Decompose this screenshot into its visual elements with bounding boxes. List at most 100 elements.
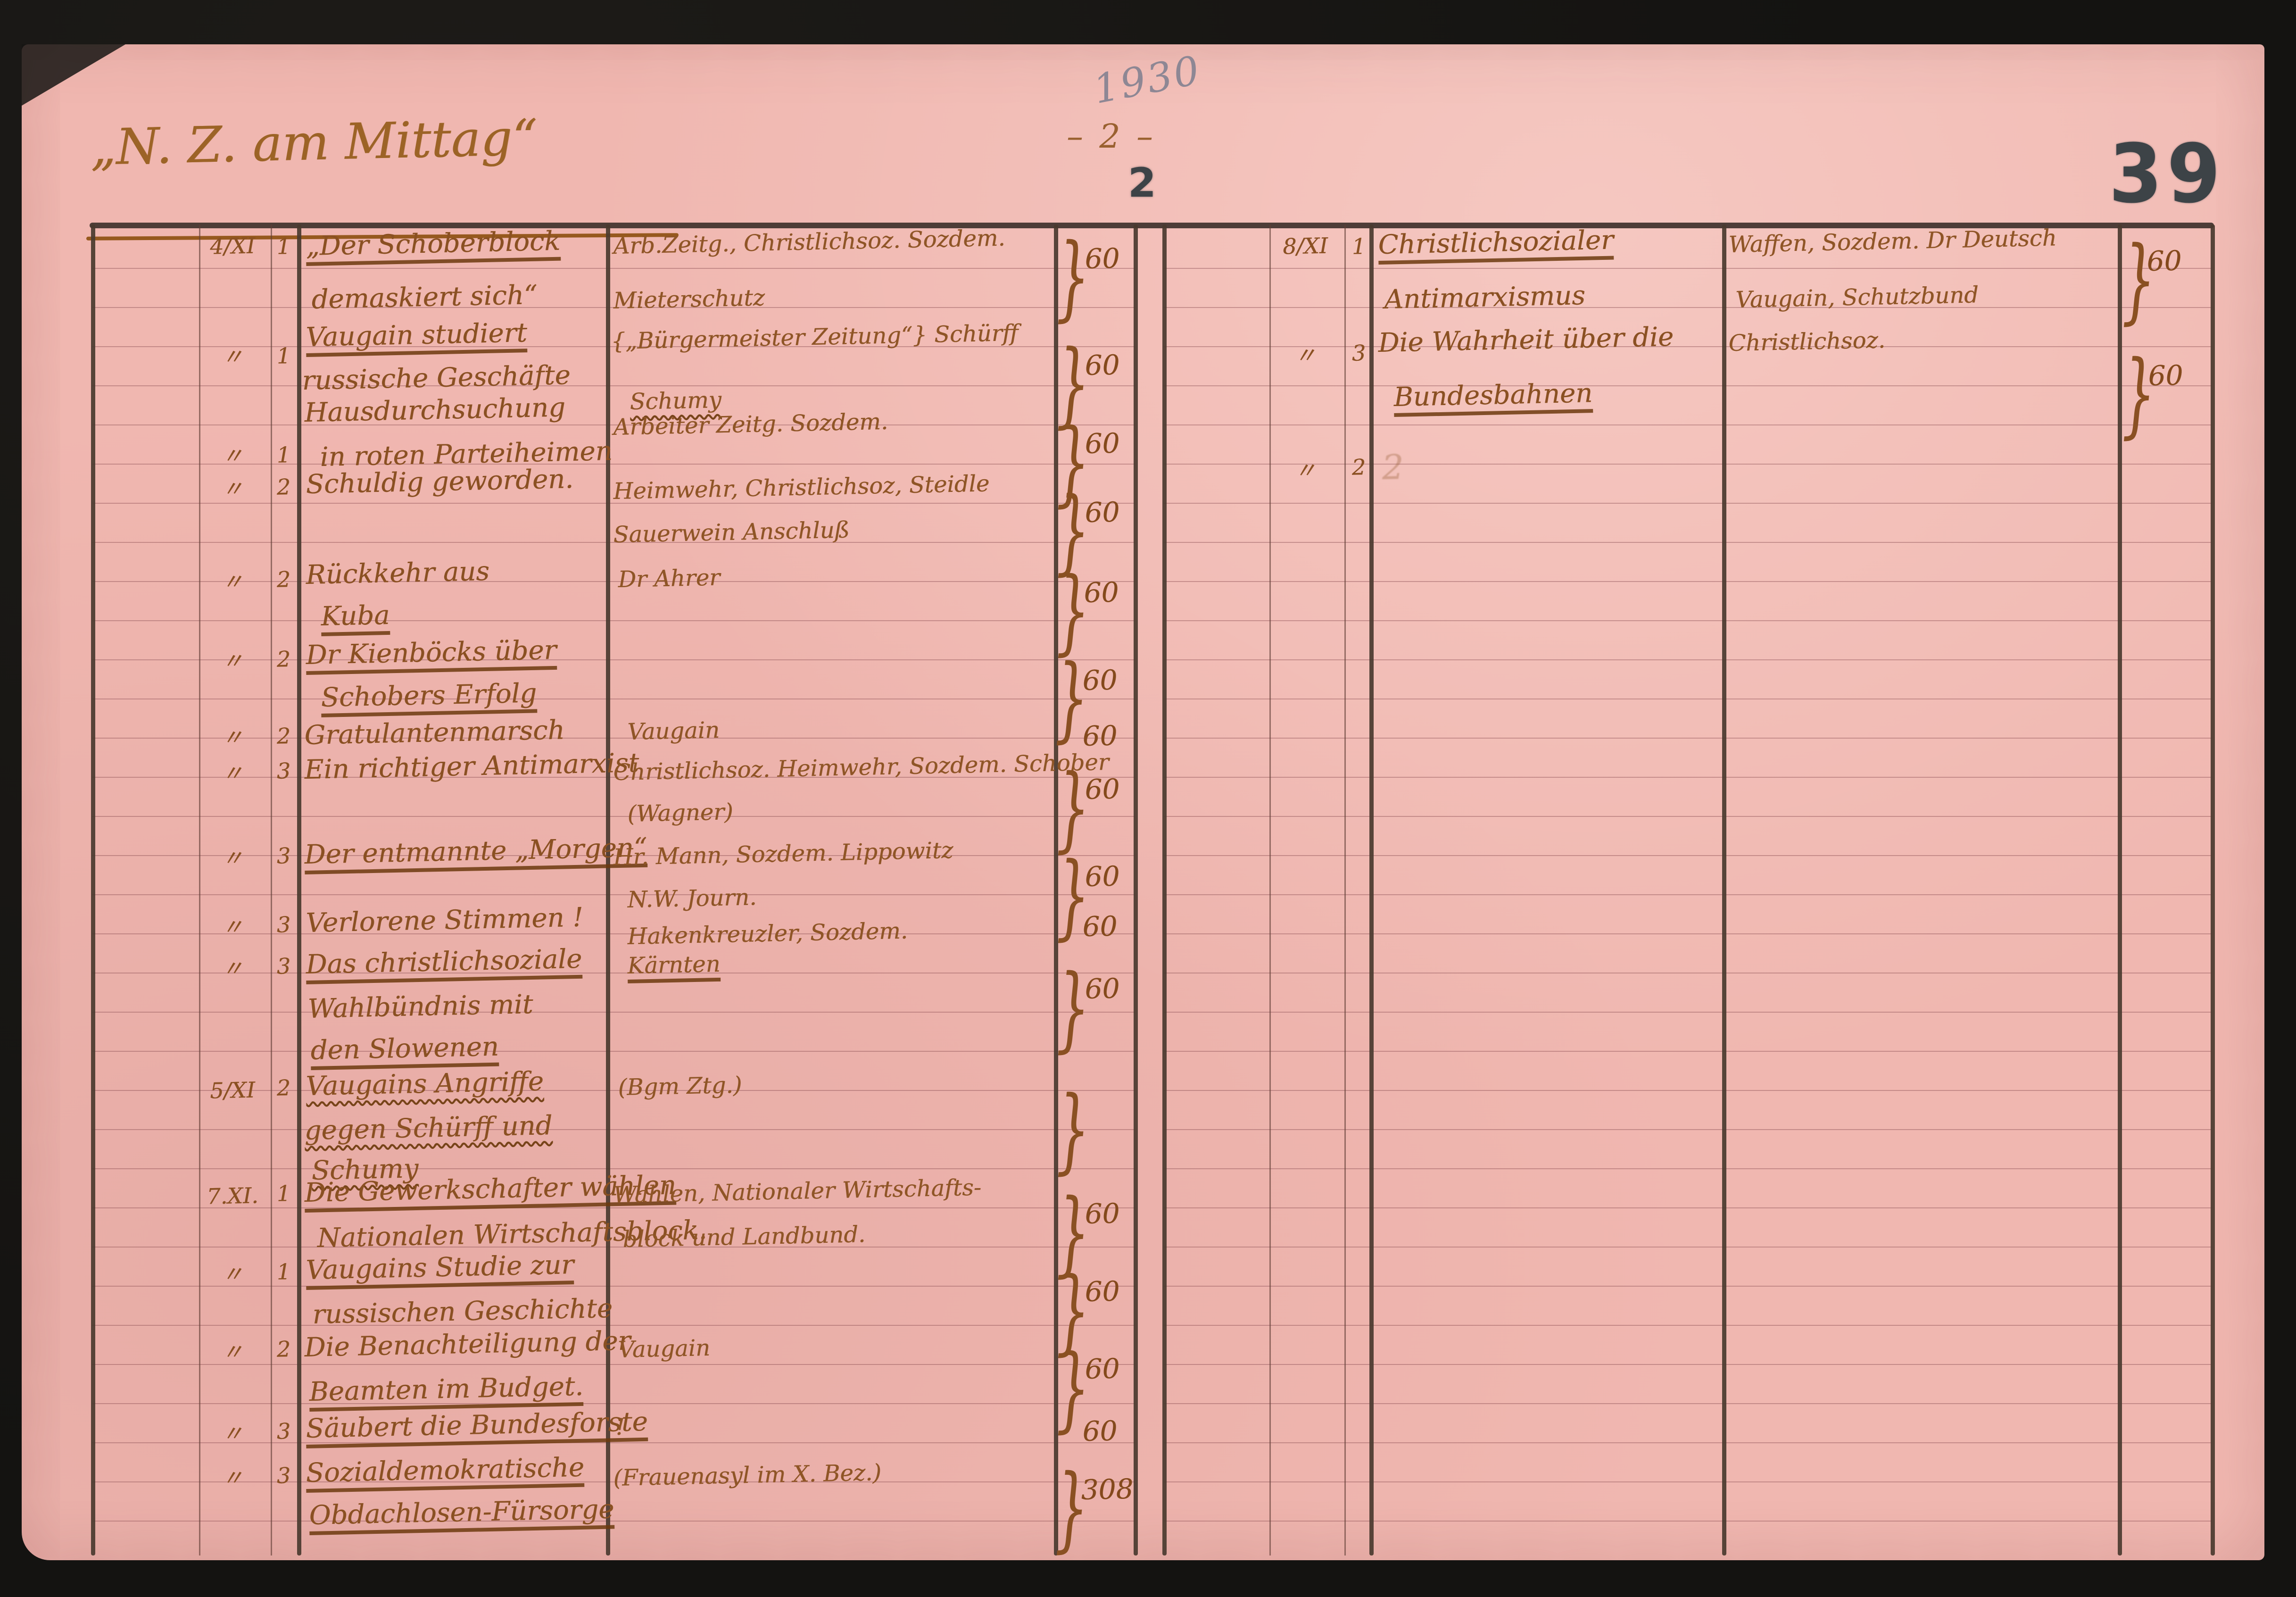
entry-title-line: „Der Schoberblock: [306, 226, 561, 266]
entry-title-line: Das christlichsoziale: [306, 944, 583, 984]
entry-title-line: demaskiert sich“: [311, 279, 538, 315]
brace-icon: }: [1055, 1076, 1090, 1184]
entry-number: 2: [276, 1075, 291, 1101]
ruled-lines-right: [1164, 230, 2212, 1555]
entry-source-line: Hakenkreuzler, Sozdem.: [627, 917, 908, 950]
entry-source-line: Dr Ahrer: [617, 564, 721, 593]
entry-date: 7.XI.: [206, 1182, 259, 1209]
entry-source-line: Schumy: [629, 386, 722, 415]
entry-title-line: Schuldig geworden.: [305, 464, 574, 500]
entry-number: 2: [276, 474, 291, 500]
entry-title-line: Verlorene Stimmen !: [305, 902, 584, 939]
entry-number: 3: [276, 843, 291, 869]
entry-price: 60: [1084, 972, 1120, 1005]
entry-number: 1: [276, 1181, 291, 1206]
entry-title-line: Die Benachteiligung der: [304, 1325, 631, 1363]
entry-source-line: N.W. Journ.: [627, 884, 757, 913]
entry-number: 2: [1351, 454, 1366, 480]
entry-title-line: Vaugain studiert: [306, 317, 528, 357]
entry-date: 〃: [221, 344, 244, 370]
entry-source-line: Christlichsoz.: [1728, 327, 1886, 357]
entry-source-line: block und Landbund.: [622, 1221, 866, 1253]
entry-date: 〃: [221, 1339, 244, 1365]
entry-title-line: Antimarxismus: [1384, 280, 1586, 315]
entry-date: 〃: [1294, 457, 1317, 484]
entry-date: 5/XI: [209, 1077, 256, 1104]
entry-source-line: Mieterschutz: [613, 284, 765, 314]
entry-date: 〃: [221, 760, 244, 787]
entry-date: 〃: [1294, 342, 1317, 369]
entry-title-line: Dr Kienböcks über: [306, 635, 557, 675]
entry-source-line: Sauerwein Anschluß: [613, 516, 850, 548]
stamped-sheet-number: 2: [1128, 159, 1156, 207]
vline: [199, 225, 200, 1555]
entry-date: 〃: [221, 476, 244, 502]
entry-price: 60: [1084, 1197, 1120, 1230]
entry-title-line: Hausdurchsuchung: [304, 392, 566, 428]
entry-title-line: Kuba: [321, 600, 390, 636]
vline: [1269, 225, 1271, 1555]
entry-title-line: Die Wahrheit über die: [1377, 321, 1674, 358]
entry-number: 2: [276, 646, 291, 672]
entry-title-line: Christlichsozialer: [1378, 225, 1614, 265]
entry-source-line: (Bgm Ztg.): [617, 1072, 742, 1101]
paper: [22, 44, 2264, 1560]
entry-price: 60: [1084, 349, 1120, 382]
entry-number: 3: [276, 1418, 291, 1444]
vline: [297, 225, 301, 1555]
entry-date: 〃: [221, 956, 244, 982]
entry-price: 60: [2146, 244, 2182, 277]
vline: [1054, 225, 1058, 1555]
page-title: „N. Z. am Mittag“: [90, 108, 539, 176]
entry-source-line: Arbeiter Zeitg. Sozdem.: [613, 408, 888, 441]
entry-price: 60: [2147, 359, 2184, 392]
entry-price: 60: [1084, 773, 1120, 806]
vline: [1369, 225, 1374, 1555]
entry-number: 1: [276, 233, 291, 259]
ruled-lines-left: [92, 230, 1135, 1555]
vline: [1162, 225, 1167, 1555]
entry-title-line: gegen Schürff und: [304, 1110, 553, 1146]
entry-title-line: Wahlbündnis mit: [307, 989, 534, 1024]
entry-source-line: Vaugain: [617, 1334, 711, 1363]
entry-price: 60: [1084, 496, 1120, 529]
entry-number: 1: [1351, 233, 1366, 259]
vline: [91, 225, 95, 1555]
entry-title-line: Sozialdemokratische: [306, 1452, 585, 1493]
entry-title-line: Vaugains Angriffe: [305, 1066, 544, 1102]
entry-price: 60: [1084, 242, 1120, 275]
entry-number: 3: [276, 953, 291, 979]
entry-title-line: Vaugains Studie zur: [306, 1249, 574, 1290]
entry-number: 2: [276, 1336, 291, 1362]
entry-price: 60: [1084, 427, 1120, 460]
entry-number: 2: [276, 723, 291, 749]
entry-number: 3: [276, 912, 291, 938]
entry-title-line: den Slowenen: [310, 1031, 499, 1070]
vline: [1722, 225, 1726, 1555]
entry-date: 〃: [221, 569, 244, 595]
entry-source-line: Waffen, Sozdem. Dr Deutsch: [1728, 225, 2057, 258]
entry-number: 1: [276, 442, 291, 468]
entry-price: 60: [1084, 860, 1120, 893]
vline: [271, 225, 272, 1555]
entry-number: 1: [276, 343, 291, 369]
entry-price: 60: [1082, 1414, 1118, 1447]
entry-title-line: Obdachlosen-Fürsorge: [309, 1494, 615, 1535]
entry-price: 60: [1084, 1352, 1120, 1385]
page-marker: – 2 –: [1067, 117, 1156, 156]
vline: [2211, 225, 2215, 1555]
entry-date: 8/XI: [1282, 233, 1328, 259]
entry-date: 〃: [221, 1465, 244, 1491]
entry-title-line: Beamten im Budget.: [309, 1371, 584, 1412]
vline: [1344, 225, 1346, 1555]
entry-number: 2: [276, 566, 291, 592]
entry-title-line: Ein richtiger Antimarxist: [304, 748, 639, 785]
entry-number: 3: [276, 1463, 291, 1489]
vline: [1134, 225, 1138, 1555]
vline: [2118, 225, 2122, 1555]
entry-date: 〃: [221, 914, 244, 940]
entry-date: 〃: [221, 1421, 244, 1447]
entry-title-line: Bundesbahnen: [1393, 378, 1593, 417]
entry-source-line: (Frauenasyl im X. Bez.): [613, 1459, 882, 1491]
entry-price: 60: [1082, 910, 1118, 943]
